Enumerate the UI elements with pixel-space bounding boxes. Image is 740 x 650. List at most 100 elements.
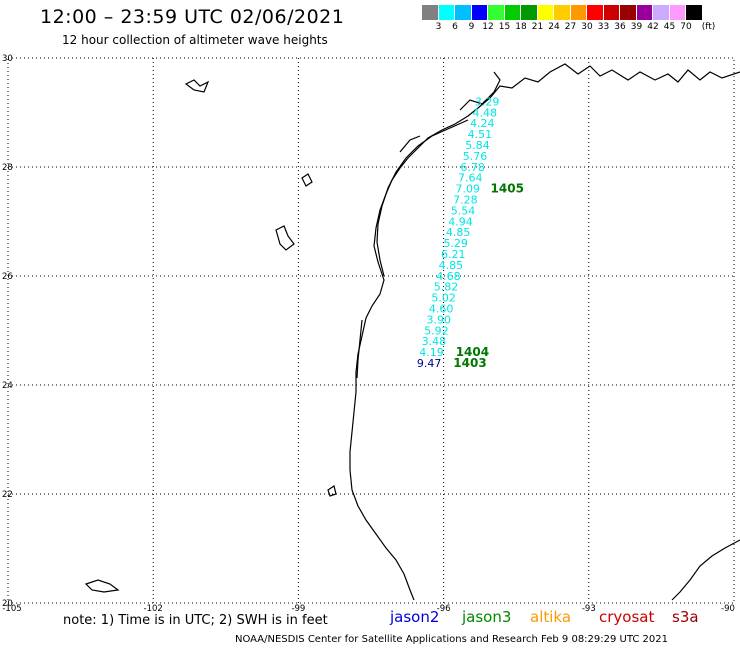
map-subtitle: 12 hour collection of altimeter wave hei… xyxy=(62,33,328,47)
legend-label: 9 xyxy=(468,22,475,32)
swh-value: 7.09 xyxy=(456,183,481,196)
swh-value: 4.48 xyxy=(472,106,497,119)
swh-value: 5.02 xyxy=(431,292,456,305)
legend-swatch xyxy=(438,5,455,20)
swh-value: 4.85 xyxy=(446,226,471,239)
legend-swatch xyxy=(488,5,505,20)
lat-tick-label: 24 xyxy=(2,381,13,391)
swh-value: 5.92 xyxy=(424,324,449,337)
legend-label: 24 xyxy=(548,22,560,32)
lat-tick-label: 30 xyxy=(2,54,13,64)
lon-tick-label: -93 xyxy=(582,604,596,614)
legend-label: 3 xyxy=(435,22,442,32)
lon-tick-label: -102 xyxy=(144,604,163,614)
swh-value: 5.29 xyxy=(443,237,468,250)
footnote: note: 1) Time is in UTC; 2) SWH is in fe… xyxy=(63,613,328,628)
lon-tick-label: -99 xyxy=(291,604,305,614)
map-frame xyxy=(7,57,735,604)
swh-value: 3.48 xyxy=(422,335,447,348)
legend-swatch xyxy=(636,5,653,20)
inland-lake xyxy=(275,225,295,251)
legend-label: 12 xyxy=(482,22,494,32)
legend-swatch xyxy=(537,5,554,20)
swh-value: 5.82 xyxy=(434,281,459,294)
swh-value: 3.90 xyxy=(427,313,452,326)
lat-tick-label: 26 xyxy=(2,272,13,282)
legend-swatch xyxy=(570,5,587,20)
legend-swatch xyxy=(521,5,538,20)
legend-label: 39 xyxy=(630,22,643,32)
swh-value: 4.51 xyxy=(468,128,493,141)
lat-tick-label: 28 xyxy=(2,163,13,173)
legend-swatch xyxy=(587,5,604,20)
legend-label: 18 xyxy=(515,22,527,32)
swh-value: 7.64 xyxy=(458,172,483,185)
satellite-name: s3a xyxy=(672,608,699,626)
satellite-name: jason3 xyxy=(462,608,512,626)
swh-value: 5.76 xyxy=(463,150,488,163)
legend-swatch xyxy=(620,5,637,20)
satellite-name: altika xyxy=(530,608,572,626)
legend-swatch xyxy=(603,5,620,20)
swh-value: 6.78 xyxy=(460,161,485,174)
lon-tick-label: -90 xyxy=(721,604,735,614)
swh-value: 3.29 xyxy=(475,95,500,108)
yucatan-coast xyxy=(671,539,740,601)
lat-tick-label: 20 xyxy=(2,599,13,609)
swh-value: 4.68 xyxy=(436,270,461,283)
legend-swatch xyxy=(422,5,439,20)
legend-label: 21 xyxy=(531,22,544,32)
legend-label: 15 xyxy=(498,22,511,32)
lat-tick-label: 22 xyxy=(2,490,13,500)
swh-value: 7.28 xyxy=(453,194,478,207)
axis-labels: -105 -102 -99 -96 -93 -90 30 28 26 24 22 20 xyxy=(2,54,735,614)
legend-label: 70 xyxy=(680,22,692,32)
map-title: 12:00 – 23:59 UTC 02/06/2021 xyxy=(40,6,345,28)
bay-inlet xyxy=(399,135,421,153)
inland-lake xyxy=(84,579,120,593)
barrier-island xyxy=(376,119,469,277)
satellite-name: cryosat xyxy=(599,608,655,626)
legend-label: 27 xyxy=(564,22,577,32)
swh-value: 5.84 xyxy=(465,139,490,152)
credit-line: NOAA/NESDIS Center for Satellite Applica… xyxy=(235,634,668,645)
swh-value: 4.19 xyxy=(419,346,444,359)
legend-label: 6 xyxy=(452,22,458,32)
swh-value: 4.94 xyxy=(448,215,473,228)
swh-value: 9.47 xyxy=(417,357,442,370)
legend-label: 36 xyxy=(614,22,626,32)
pass-number: 1403 xyxy=(453,356,486,370)
gulf-coastline xyxy=(349,63,740,601)
legend-label: 45 xyxy=(663,22,676,32)
lagoon xyxy=(356,319,363,379)
lon-tick-label: -96 xyxy=(437,604,451,614)
pass-number: 1404 xyxy=(456,345,489,359)
satellite-name: jason2 xyxy=(390,608,440,626)
color-legend xyxy=(422,5,703,20)
legend-unit: (ft) xyxy=(701,22,716,32)
legend-swatch xyxy=(471,5,488,20)
inland-lake xyxy=(184,79,210,93)
bay-inlet xyxy=(459,71,501,111)
legend-label: 42 xyxy=(647,22,659,32)
legend-swatch xyxy=(455,5,472,20)
swh-value: 4.24 xyxy=(470,117,495,130)
swh-value: 5.54 xyxy=(451,204,476,217)
legend-label: 30 xyxy=(581,22,593,32)
coastline xyxy=(84,63,740,601)
swh-value: 4.60 xyxy=(429,303,454,316)
swh-value: 6.21 xyxy=(441,248,466,261)
swh-value: 4.85 xyxy=(439,259,464,272)
lon-tick-label: -105 xyxy=(2,604,21,614)
legend-swatch xyxy=(554,5,571,20)
legend-swatch xyxy=(653,5,670,20)
legend-swatch xyxy=(504,5,521,20)
inland-lake xyxy=(327,485,337,497)
legend-label: 33 xyxy=(597,22,610,32)
altimeter-tracks: 3.294.484.244.515.845.766.787.647.097.28… xyxy=(417,95,500,370)
legend-swatch xyxy=(669,5,686,20)
inland-lake xyxy=(301,173,313,187)
lat-lon-grid xyxy=(7,57,735,604)
